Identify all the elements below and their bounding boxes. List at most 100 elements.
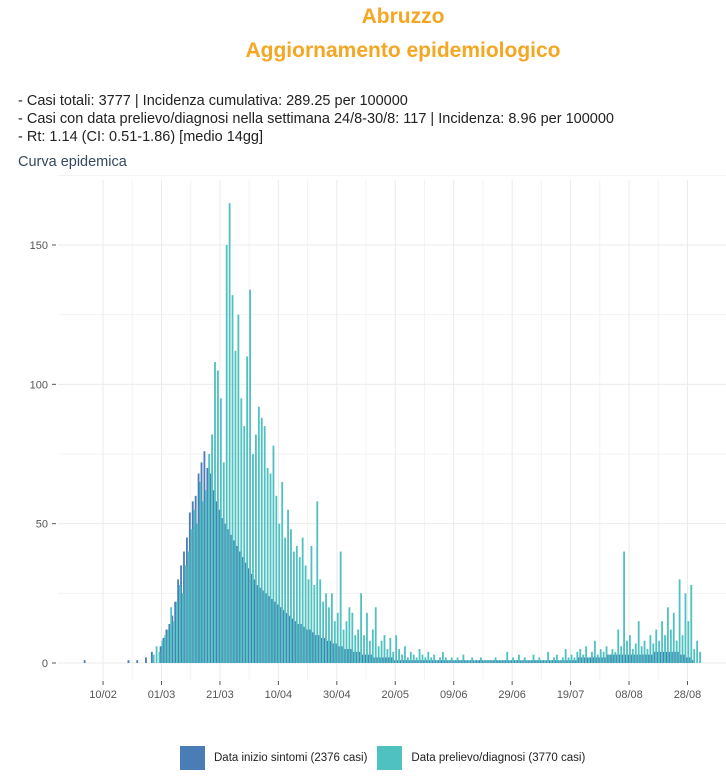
bar-onset bbox=[317, 635, 320, 663]
bar-onset bbox=[673, 651, 676, 663]
bar-onset bbox=[373, 657, 375, 663]
bar-diagnosis bbox=[482, 660, 485, 663]
bar-diagnosis bbox=[266, 467, 269, 663]
bar-diagnosis bbox=[401, 654, 403, 663]
bar-onset bbox=[668, 651, 670, 663]
bar-diagnosis bbox=[290, 529, 292, 663]
bar-onset bbox=[460, 660, 463, 663]
bar-onset bbox=[586, 657, 589, 663]
bar-diagnosis bbox=[500, 660, 503, 663]
bar-onset bbox=[378, 657, 381, 663]
bar-diagnosis bbox=[471, 657, 474, 663]
x-tick-label: 28/08 bbox=[674, 689, 702, 701]
bar-onset bbox=[194, 495, 197, 663]
bar-onset bbox=[212, 490, 215, 663]
bar-onset bbox=[478, 660, 480, 663]
bar-diagnosis bbox=[374, 607, 377, 663]
bar-onset bbox=[665, 651, 668, 663]
bar-diagnosis bbox=[380, 640, 383, 663]
bar-onset bbox=[291, 618, 293, 663]
bar-onset bbox=[504, 660, 507, 663]
bar-diagnosis bbox=[558, 660, 561, 663]
bar-diagnosis bbox=[281, 481, 284, 663]
x-tick-label: 19/07 bbox=[557, 689, 585, 701]
bar-diagnosis bbox=[252, 454, 254, 663]
bar-diagnosis bbox=[371, 629, 374, 663]
bar-diagnosis bbox=[447, 660, 450, 663]
bar-onset bbox=[384, 657, 387, 663]
bar-diagnosis bbox=[208, 454, 211, 663]
bar-onset bbox=[305, 629, 308, 663]
bar-diagnosis bbox=[278, 523, 281, 663]
bar-onset bbox=[598, 657, 600, 663]
bar-diagnosis bbox=[301, 537, 304, 663]
bar-onset bbox=[446, 660, 448, 663]
bar-diagnosis bbox=[588, 657, 590, 663]
x-tick-label: 10/02 bbox=[89, 689, 117, 701]
bar-diagnosis bbox=[468, 660, 471, 663]
bar-onset bbox=[688, 657, 691, 663]
bar-onset bbox=[428, 660, 431, 663]
bar-diagnosis bbox=[333, 621, 336, 663]
section-label: Curva epidemica bbox=[18, 154, 127, 170]
bar-onset bbox=[627, 654, 630, 663]
bar-diagnosis bbox=[176, 601, 178, 663]
bar-diagnosis bbox=[366, 612, 368, 663]
bar-onset bbox=[253, 579, 256, 663]
bar-onset bbox=[571, 660, 574, 663]
bar-onset bbox=[545, 660, 548, 663]
bar-diagnosis bbox=[202, 501, 205, 663]
bar-onset bbox=[361, 654, 364, 663]
bar-onset bbox=[472, 660, 475, 663]
bar-onset bbox=[595, 657, 597, 663]
bar-diagnosis bbox=[485, 660, 488, 663]
bar-onset bbox=[145, 657, 147, 663]
bar-diagnosis bbox=[687, 621, 690, 663]
bar-diagnosis bbox=[217, 370, 219, 663]
bar-diagnosis bbox=[450, 657, 453, 663]
x-tick-label: 10/04 bbox=[265, 689, 293, 701]
bar-diagnosis bbox=[377, 646, 380, 663]
bar-diagnosis bbox=[418, 649, 421, 663]
bar-onset bbox=[203, 451, 206, 663]
bar-diagnosis bbox=[561, 657, 564, 663]
bar-onset bbox=[560, 660, 562, 663]
bar-diagnosis bbox=[488, 660, 491, 663]
bar-onset bbox=[256, 584, 258, 663]
bar-onset bbox=[335, 643, 337, 663]
bar-onset bbox=[600, 657, 603, 663]
bar-diagnosis bbox=[152, 654, 155, 663]
bar-diagnosis bbox=[404, 646, 406, 663]
bar-diagnosis bbox=[173, 621, 175, 663]
bar-diagnosis bbox=[596, 654, 599, 663]
bar-diagnosis bbox=[649, 635, 652, 663]
bar-diagnosis bbox=[640, 646, 643, 663]
bar-diagnosis bbox=[593, 640, 596, 663]
bar-onset bbox=[311, 632, 314, 663]
bar-onset bbox=[381, 657, 384, 663]
bar-onset bbox=[177, 579, 180, 663]
bar-diagnosis bbox=[634, 643, 637, 663]
bar-onset bbox=[343, 649, 346, 663]
bar-diagnosis bbox=[436, 660, 438, 663]
bar-diagnosis bbox=[181, 593, 184, 663]
bar-diagnosis bbox=[442, 651, 444, 663]
y-tick-label: 0 bbox=[42, 658, 48, 670]
bar-onset bbox=[650, 654, 653, 663]
bar-diagnosis bbox=[304, 565, 307, 663]
bar-diagnosis bbox=[193, 509, 196, 663]
bar-onset bbox=[302, 626, 305, 663]
bar-onset bbox=[606, 654, 609, 663]
bar-onset bbox=[259, 587, 261, 663]
bar-onset bbox=[685, 657, 688, 663]
bar-onset bbox=[150, 651, 153, 663]
bar-diagnosis bbox=[421, 654, 424, 663]
bar-onset bbox=[671, 651, 673, 663]
x-tick-label: 20/05 bbox=[382, 689, 410, 701]
bar-onset bbox=[551, 660, 554, 663]
bar-onset bbox=[294, 621, 296, 663]
bar-diagnosis bbox=[211, 434, 213, 663]
info-line-weekly-cases: - Casi con data prelievo/diagnosi nella … bbox=[18, 111, 614, 127]
bar-diagnosis bbox=[550, 660, 552, 663]
bar-diagnosis bbox=[351, 612, 354, 663]
